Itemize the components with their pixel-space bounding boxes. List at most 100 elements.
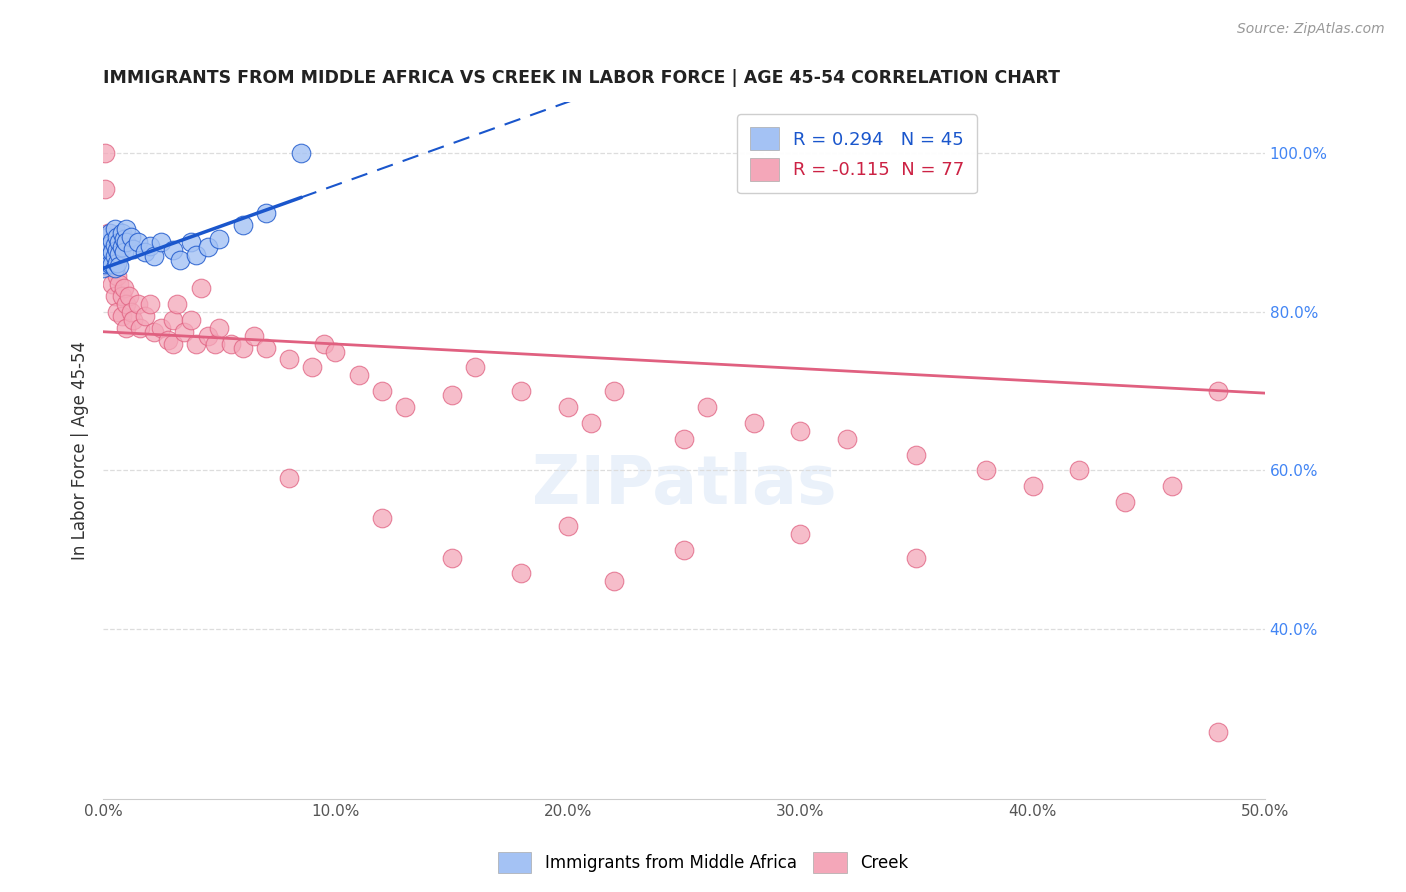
Point [208,320,231,334]
Point [105,243,128,257]
Point [204,336,226,351]
Point [127,297,149,311]
Point [101,245,124,260]
Point [97,226,120,240]
Point [440,388,463,402]
Point [184,336,207,351]
Point [162,336,184,351]
Point [278,352,301,367]
Point [905,448,928,462]
Point [440,550,463,565]
Point [105,305,128,319]
Point [97,229,120,244]
Point [105,256,128,270]
Point [108,277,131,292]
Point [108,235,131,250]
Point [173,325,195,339]
Point [254,341,277,355]
Point [190,281,212,295]
Point [557,518,579,533]
Point [1114,495,1136,509]
Point [112,232,135,246]
Point [104,221,127,235]
Point [111,309,134,323]
Point [150,235,173,250]
Point [118,289,141,303]
Point [180,235,202,250]
Point [101,245,124,260]
Point [243,328,266,343]
Point [138,297,160,311]
Point [905,550,928,565]
Point [301,360,323,375]
Text: IMMIGRANTS FROM MIDDLE AFRICA VS CREEK IN LABOR FORCE | AGE 45-54 CORRELATION CH: IMMIGRANTS FROM MIDDLE AFRICA VS CREEK I… [103,69,1060,87]
Point [696,400,718,414]
Point [371,384,394,398]
Point [742,416,765,430]
Point [197,240,219,254]
Point [219,336,242,351]
Point [94,146,117,161]
Point [312,336,335,351]
Point [101,257,124,271]
Point [115,297,138,311]
Point [789,526,811,541]
Point [835,432,858,446]
Point [108,259,131,273]
Point [672,542,695,557]
Point [232,218,254,232]
Point [115,235,138,250]
Point [129,320,152,334]
Y-axis label: In Labor Force | Age 45-54: In Labor Force | Age 45-54 [72,341,89,560]
Point [169,253,191,268]
Point [510,566,533,581]
Point [98,237,121,252]
Point [122,242,145,256]
Point [510,384,533,398]
Point [789,424,811,438]
Point [134,245,156,260]
Point [101,234,124,248]
Point [1208,724,1230,739]
Point [120,305,142,319]
Point [254,206,277,220]
Point [325,344,347,359]
Point [974,463,997,477]
Point [290,146,312,161]
Point [91,261,114,276]
Point [603,574,626,589]
Point [278,471,301,485]
Point [150,320,173,334]
Point [97,250,120,264]
Point [105,229,128,244]
Point [94,182,117,196]
Point [104,250,127,264]
Point [105,269,128,284]
Point [464,360,486,375]
Point [1067,463,1090,477]
Point [104,257,127,271]
Point [162,243,184,257]
Point [208,232,231,246]
Point [98,261,121,276]
Point [134,309,156,323]
Point [180,313,202,327]
Point [104,237,127,252]
Point [1021,479,1043,493]
Point [111,226,134,240]
Point [394,400,416,414]
Point [115,320,138,334]
Point [166,297,188,311]
Point [157,333,180,347]
Point [97,242,120,256]
Point [98,226,121,240]
Point [143,250,166,264]
Point [347,368,370,383]
Point [672,432,695,446]
Point [111,289,134,303]
Legend: Immigrants from Middle Africa, Creek: Immigrants from Middle Africa, Creek [491,846,915,880]
Point [98,257,121,271]
Legend: R = 0.294   N = 45, R = -0.115  N = 77: R = 0.294 N = 45, R = -0.115 N = 77 [737,114,977,194]
Point [579,416,602,430]
Point [138,239,160,253]
